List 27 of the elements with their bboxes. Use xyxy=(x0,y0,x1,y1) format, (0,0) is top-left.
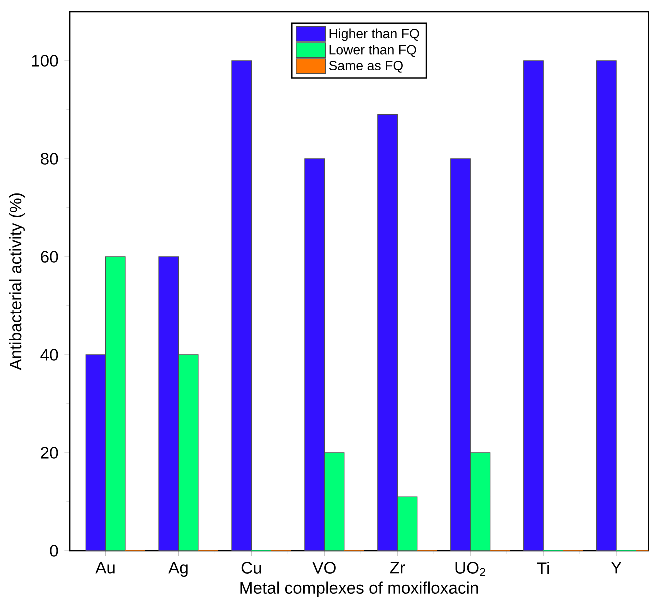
y-tick-label: 20 xyxy=(41,447,58,459)
x-tick-label: Y xyxy=(611,562,622,574)
y-tick-label: 0 xyxy=(50,545,58,557)
x-tick-label: Ti xyxy=(537,562,550,574)
y-tick-label: 40 xyxy=(40,349,58,361)
legend-label: Same as FQ xyxy=(329,61,403,73)
x-tick-label: Ag xyxy=(168,562,188,578)
x-tick-label: Cu xyxy=(242,562,262,574)
bar xyxy=(105,256,126,551)
bar xyxy=(324,452,345,551)
bar xyxy=(470,452,491,551)
bar xyxy=(178,354,199,551)
y-axis-title: Antibacterial activity (%) xyxy=(9,194,25,370)
y-tick-label: 60 xyxy=(41,251,58,263)
bar xyxy=(596,60,617,551)
x-tick-label: UO$_{2}$ xyxy=(456,562,486,576)
x-tick-label: Au xyxy=(96,562,115,574)
x-axis-title: Metal complexes of moxifloxacin xyxy=(240,582,478,598)
x-tick-label: Zr xyxy=(390,562,406,574)
bar xyxy=(524,60,544,551)
bar xyxy=(232,60,252,551)
bar xyxy=(397,496,418,551)
y-tick-label: 100 xyxy=(32,55,58,67)
y-tick-label: 80 xyxy=(41,153,58,165)
legend-label: Higher than FQ xyxy=(330,28,420,42)
legend-label: Lower than FQ xyxy=(330,44,416,58)
x-tick-label: VO xyxy=(312,562,336,574)
